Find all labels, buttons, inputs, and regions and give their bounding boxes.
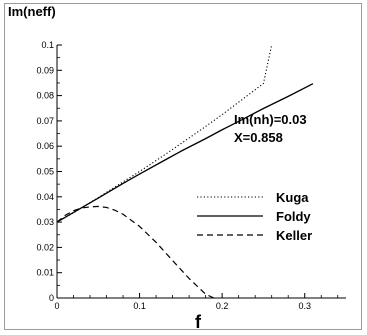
annotation-x: X=0.858 xyxy=(234,130,283,145)
x-tick-label: 0.3 xyxy=(298,301,311,311)
x-tick-label: 0 xyxy=(54,301,59,311)
y-tick-label: 0.07 xyxy=(36,116,54,126)
y-tick-label: 0.08 xyxy=(36,91,54,101)
y-tick-label: 0.09 xyxy=(36,65,54,75)
legend-label-foldy: Foldy xyxy=(276,209,311,224)
y-tick-label: 0 xyxy=(49,293,54,303)
legend-label-kuga: Kuga xyxy=(276,190,309,205)
y-tick-label: 0.02 xyxy=(36,242,54,252)
figure-frame xyxy=(4,3,362,330)
legend: Kuga Foldy Keller xyxy=(197,190,312,243)
y-tick-label: 0.03 xyxy=(36,217,54,227)
x-ticks: 0 0.1 0.2 0.3 xyxy=(54,293,339,311)
y-axis-title: Im(neff) xyxy=(8,4,56,19)
y-tick-label: 0.06 xyxy=(36,141,54,151)
y-tick-label: 0.04 xyxy=(36,192,54,202)
y-tick-label: 0.1 xyxy=(41,40,54,50)
x-tick-label: 0.1 xyxy=(133,301,146,311)
series-line-kuga xyxy=(56,44,273,223)
legend-label-keller: Keller xyxy=(276,228,312,243)
y-tick-label: 0.05 xyxy=(36,167,54,177)
series-line-keller xyxy=(56,205,215,299)
series-line-foldy xyxy=(56,83,314,223)
x-tick-label: 0.2 xyxy=(216,301,229,311)
y-ticks: 0 0.01 0.02 0.03 0.04 0.05 0.06 0.07 0.08 0.09 0.1 xyxy=(36,40,62,303)
y-tick-label: 0.01 xyxy=(36,268,54,278)
series-group xyxy=(56,44,314,299)
x-axis-title: f xyxy=(195,312,202,332)
annotation-imnh: Im(nh)=0.03 xyxy=(234,112,307,127)
